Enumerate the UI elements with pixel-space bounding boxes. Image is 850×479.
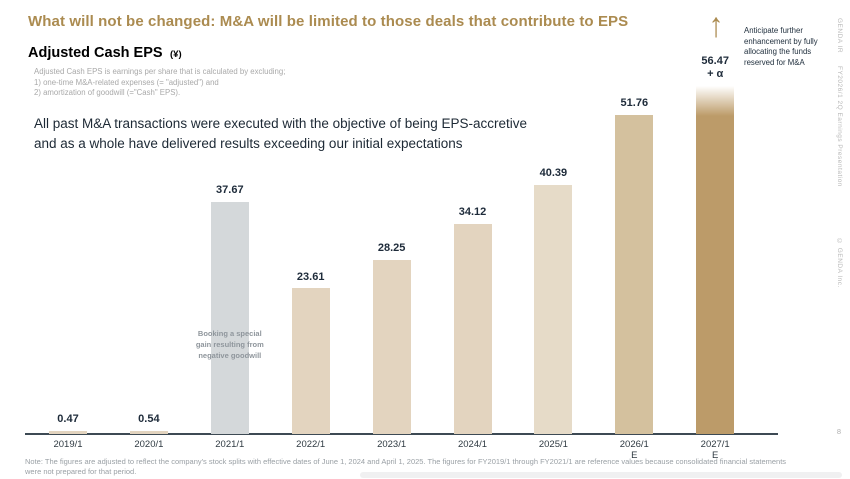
side-label-copyright: © GENDA Inc.	[836, 238, 843, 288]
bar-2022-1	[291, 288, 330, 434]
bar-2024-1	[453, 223, 492, 434]
bar-2021-1	[210, 201, 249, 434]
x-axis-line	[25, 433, 778, 435]
x-axis-label: 2020/1	[134, 439, 164, 450]
x-axis-label: 2024/1	[457, 439, 488, 450]
chart-heading: Adjusted Cash EPS (¥)	[28, 44, 182, 62]
x-axis-label: 2019/1	[53, 439, 83, 450]
bar-value-label: 0.54	[138, 412, 160, 425]
bar-value-label: 34.12	[458, 205, 487, 218]
bar-value-label: 28.25	[377, 241, 406, 254]
bar-value-label: 23.61	[296, 270, 325, 283]
x-axis-label: 2021/1	[215, 439, 245, 450]
bar-2026-1	[615, 115, 654, 434]
key-message: All past M&A transactions were executed …	[34, 116, 528, 151]
bar-value-label: 37.67	[216, 183, 244, 196]
chart-heading-unit: (¥)	[170, 49, 182, 60]
bar-value-label: 56.47 + α	[701, 54, 729, 80]
x-axis-label: 2022/1	[296, 439, 326, 450]
x-axis-label: 2023/1	[377, 439, 407, 450]
slide-title: What will not be changed: M&A will be li…	[28, 13, 629, 30]
bar-2019-1	[49, 431, 87, 434]
eps-definition-text: Adjusted Cash EPS is earnings per share …	[34, 67, 286, 97]
bar-2027-1	[696, 85, 735, 434]
page-number: 8	[836, 427, 841, 436]
x-axis-label: 2025/1	[538, 439, 568, 450]
forecast-annotation-text: Anticipate further enhancement by fully …	[744, 26, 818, 67]
bar-2020-1	[129, 430, 168, 434]
bar-value-label: 40.39	[539, 167, 568, 180]
up-arrow-icon: ↑	[708, 6, 724, 45]
side-label-deck-name: FY2026/1 2Q Earnings Presentation	[836, 66, 843, 187]
side-label-brand: GENDA IR	[836, 18, 843, 54]
bar-value-label: 51.76	[620, 97, 649, 110]
chart-heading-text: Adjusted Cash EPS	[28, 45, 163, 61]
bar-annotation-negative-goodwill: Booking a special gain resulting from ne…	[195, 329, 264, 360]
bar-value-label: 0.47	[57, 413, 79, 426]
footnote: Note: The figures are adjusted to reflec…	[25, 457, 787, 476]
x-axis-label: 2026/1 E	[619, 439, 649, 461]
bar-2023-1	[372, 259, 411, 434]
x-axis-label: 2027/1 E	[700, 439, 730, 461]
bar-2025-1	[534, 185, 573, 434]
bottom-scrollbar	[360, 472, 842, 478]
